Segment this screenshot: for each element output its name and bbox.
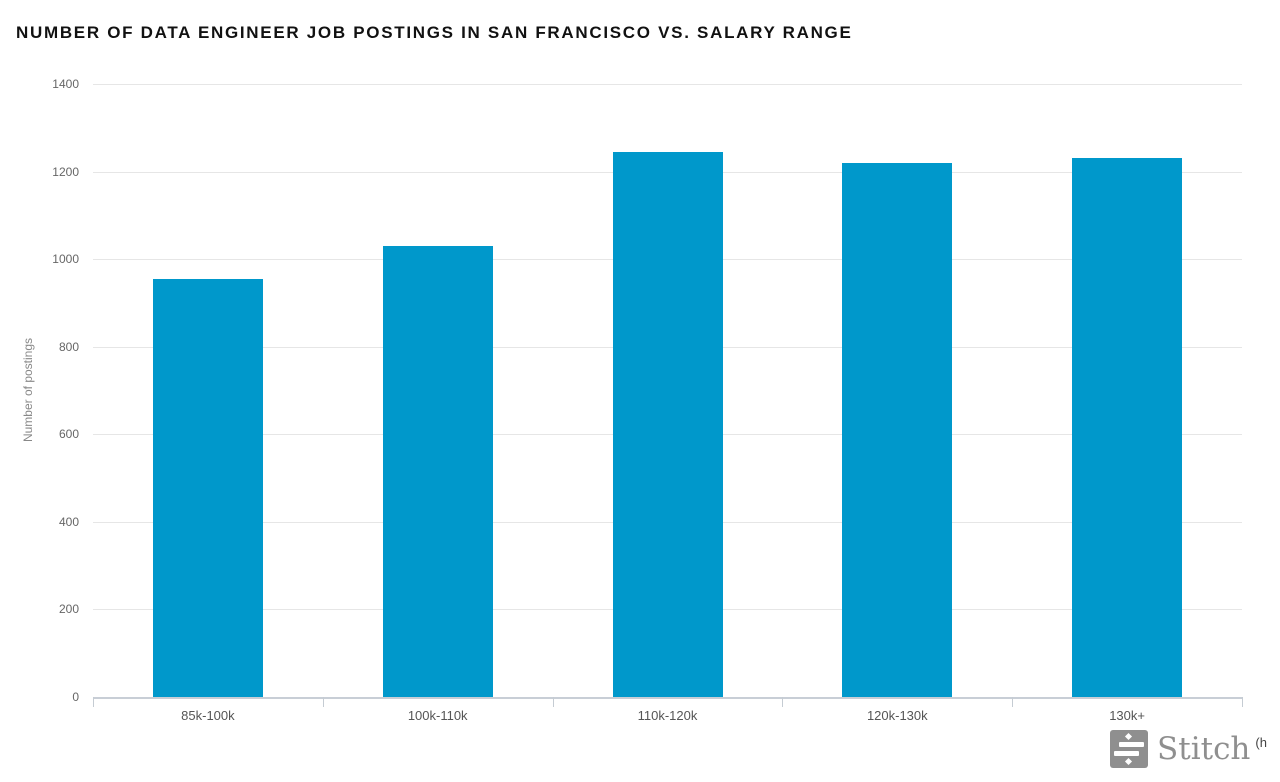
x-axis-tick-mark (322, 697, 324, 707)
bar-100k-110k (382, 246, 493, 697)
x-tick-label-130k+: 130k+ (1109, 708, 1145, 723)
stitch-logo-bar-bottom (1114, 751, 1139, 756)
x-axis-tick-mark (782, 697, 784, 707)
stitch-logo-dot-top (1124, 732, 1133, 741)
x-axis-tick-mark (552, 697, 554, 707)
bar-110k-120k (612, 151, 723, 697)
y-axis-label: Number of postings (21, 337, 35, 443)
x-tick-label-110k-120k: 110k-120k (637, 708, 698, 723)
stitch-wordmark: Stitch (1157, 731, 1251, 767)
x-tick-label-100k-110k: 100k-110k (407, 708, 468, 723)
y-tick-label-1000: 1000 (52, 252, 79, 267)
y-tick-label-600: 600 (58, 427, 79, 442)
gridline-1400 (93, 84, 1242, 85)
y-tick-label-1400: 1400 (52, 77, 79, 91)
bar-85k-100k (152, 278, 263, 697)
y-tick-label-400: 400 (58, 514, 79, 529)
y-tick-label-0: 0 (72, 690, 79, 704)
stitch-logo-icon (1110, 730, 1148, 768)
x-axis-tick-mark (1242, 697, 1243, 707)
y-tick-label-800: 800 (58, 339, 79, 354)
stitch-branding: Stitch (h (1110, 729, 1267, 769)
chart-title: NUMBER OF DATA ENGINEER JOB POSTINGS IN … (16, 23, 853, 42)
y-tick-label-1200: 1200 (52, 164, 79, 179)
bar-120k-130k (842, 162, 953, 697)
y-tick-label-200: 200 (58, 602, 79, 617)
stitch-logo-bar-top (1119, 742, 1144, 747)
bar-chart-plot-area: 0 200 400 600 800 1000 1200 1400 85k-100k 100k-11… (52, 77, 1243, 723)
x-tick-label-120k-130k: 120k-130k (866, 708, 928, 723)
x-tick-label-85k-100k: 85k-100k (181, 708, 235, 723)
x-axis-tick-mark (93, 697, 94, 707)
bar-130k+ (1072, 158, 1183, 697)
stitch-credit-truncated: (h (1255, 735, 1267, 750)
stitch-logo-dot-bottom (1124, 757, 1133, 766)
x-axis-tick-mark (1012, 697, 1014, 707)
